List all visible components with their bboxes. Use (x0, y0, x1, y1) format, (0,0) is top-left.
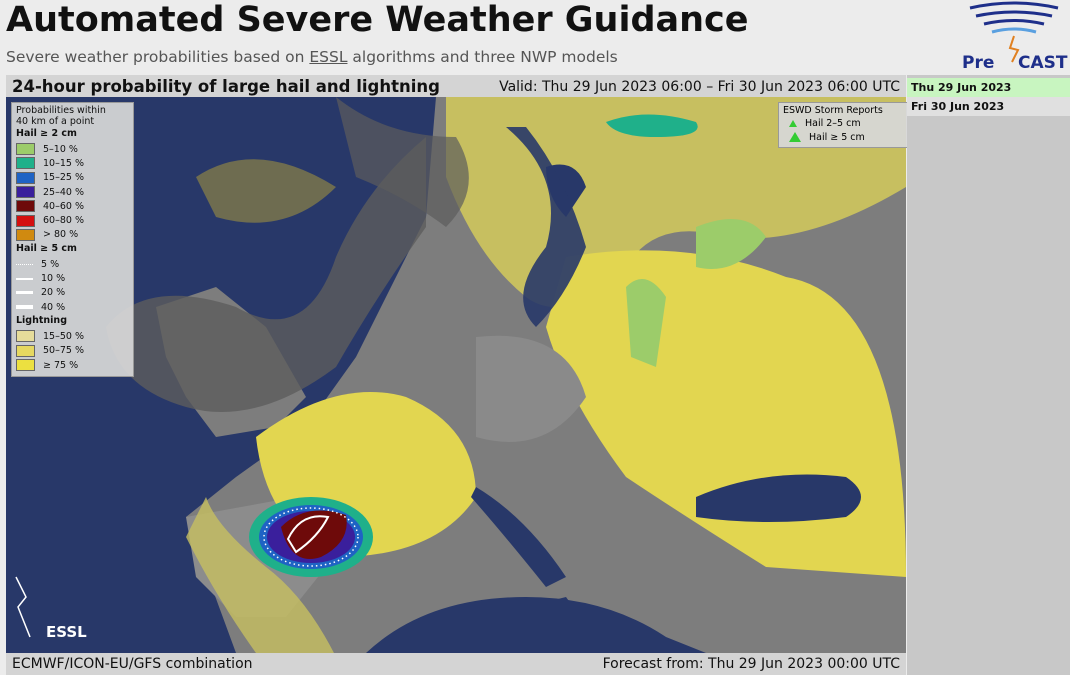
legend-item: 15–25 % (16, 171, 129, 185)
legend-line (16, 277, 33, 280)
valid-time: Valid: Thu 29 Jun 2023 06:00 – Fri 30 Ju… (499, 79, 900, 95)
legend: Probabilities within 40 km of a point Hail… (11, 102, 134, 378)
footer-left: ECMWF/ICON-EU/GFS combination (12, 656, 253, 672)
report-symbol (789, 132, 801, 143)
legend-item: 10 % (16, 271, 129, 285)
legend-line (16, 305, 33, 310)
report-label: Hail 2–5 cm (805, 117, 861, 129)
reports-legend: ESWD Storm Reports Hail 2–5 cm Hail ≥ 5 cm (778, 102, 908, 148)
legend-swatch (16, 330, 35, 343)
legend-label: 10–15 % (43, 157, 84, 169)
report-item: Hail ≥ 5 cm (783, 130, 903, 144)
legend-item: 40 % (16, 300, 129, 314)
hail-area (606, 114, 698, 137)
lightning-band (106, 137, 426, 412)
legend-item: 5 % (16, 257, 129, 271)
hail-5cm-contour (286, 515, 330, 554)
legend-item: 60–80 % (16, 213, 129, 227)
logo-pre: Pre (962, 53, 994, 73)
subtitle-text: Severe weather probabilities based on (6, 48, 310, 66)
legend-label: 5–10 % (43, 143, 78, 155)
legend-item: 25–40 % (16, 185, 129, 199)
legend-label: 10 % (41, 273, 66, 285)
legend-label: 60–80 % (43, 215, 84, 227)
precast-logo: Pre CAST (962, 1, 1068, 73)
legend-item: > 80 % (16, 228, 129, 242)
legend-label: 50–75 % (43, 345, 84, 357)
map-title: 24-hour probability of large hail and li… (12, 77, 440, 96)
legend-swatch (16, 228, 35, 241)
legend-line (16, 263, 33, 265)
legend-item: 50–75 % (16, 344, 129, 358)
legend-swatch (16, 344, 35, 357)
hail-area (696, 219, 766, 269)
footer-right: Forecast from: Thu 29 Jun 2023 00:00 UTC (602, 656, 900, 672)
legend-swatch (16, 186, 35, 199)
map-panel: 24-hour probability of large hail and li… (6, 75, 908, 675)
page-title: Automated Severe Weather Guidance (6, 0, 749, 40)
baltic-sea (506, 127, 586, 327)
land (476, 335, 586, 442)
legend-label: 25–40 % (43, 186, 84, 198)
date-tab[interactable]: Thu 29 Jun 2023 (907, 78, 1070, 97)
legend-label: 15–50 % (43, 330, 84, 342)
legend-item: 20 % (16, 286, 129, 300)
legend-label: 20 % (41, 287, 66, 299)
lightning-area (196, 159, 336, 223)
report-label: Hail ≥ 5 cm (809, 131, 865, 143)
legend-group-title: Hail ≥ 2 cm (16, 128, 77, 139)
adriatic (471, 487, 566, 587)
essl-logo: ESSL (46, 623, 87, 641)
report-item: Hail 2–5 cm (783, 116, 903, 130)
lightning-band (336, 97, 469, 227)
legend-title: 40 km of a point (16, 116, 95, 127)
reports-title: ESWD Storm Reports (783, 105, 883, 116)
legend-label: 15–25 % (43, 172, 84, 184)
legend-swatch (16, 359, 35, 371)
legend-label: > 80 % (43, 229, 79, 241)
mediterranean (366, 597, 706, 653)
black-sea (696, 474, 861, 522)
legend-item: 40–60 % (16, 199, 129, 213)
legend-group-title: Hail ≥ 5 cm (16, 243, 77, 255)
essl-link[interactable]: ESSL (309, 48, 348, 66)
sidebar: Thu 29 Jun 2023 Fri 30 Jun 2023 (907, 75, 1070, 675)
legend-item: 5–10 % (16, 142, 129, 156)
legend-label: 40–60 % (43, 200, 84, 212)
legend-group-title: Lightning (16, 315, 67, 327)
legend-label: 5 % (41, 258, 60, 270)
legend-label: 40 % (41, 301, 66, 313)
report-symbol (789, 119, 797, 127)
lightning-area (186, 497, 334, 653)
hail-5cm-contour (263, 507, 359, 567)
legend-swatch (16, 157, 35, 170)
legend-swatch (16, 200, 35, 213)
legend-swatch (16, 214, 35, 227)
hail-area (626, 279, 666, 367)
legend-title: Probabilities within (16, 105, 106, 116)
map: ESSL (6, 97, 906, 653)
essl-logo-bolt (15, 576, 31, 638)
legend-swatch (16, 143, 35, 156)
subtitle: Severe weather probabilities based on ES… (6, 48, 618, 66)
logo-cast: CAST (1018, 53, 1068, 73)
legend-item: 15–50 % (16, 329, 129, 343)
legend-swatch (16, 171, 35, 184)
legend-line (16, 291, 33, 295)
legend-item: ≥ 75 % (16, 358, 129, 372)
subtitle-text: algorithms and three NWP models (347, 48, 618, 66)
legend-label: ≥ 75 % (43, 359, 79, 371)
legend-item: 10–15 % (16, 156, 129, 170)
hail-area (281, 510, 347, 559)
date-tab[interactable]: Fri 30 Jun 2023 (907, 97, 1070, 116)
